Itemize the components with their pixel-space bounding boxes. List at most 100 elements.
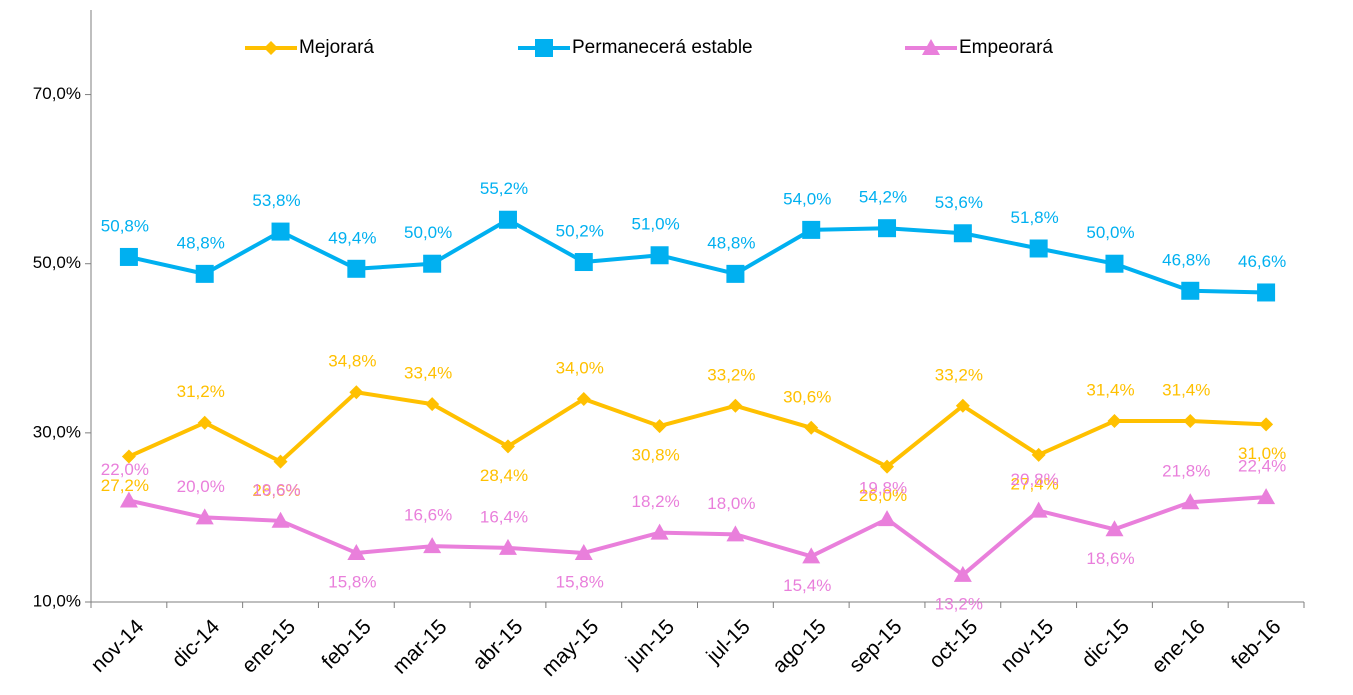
data-label: 49,4% [328, 228, 376, 247]
data-label: 28,4% [480, 466, 528, 485]
series-line [128, 495, 1267, 577]
data-label: 26,0% [859, 486, 907, 505]
marker [650, 246, 669, 265]
data-label: 31,0% [1238, 444, 1286, 463]
x-tick-label: ago-15 [768, 615, 831, 678]
y-tick-label: 30,0% [33, 422, 81, 441]
marker [1181, 281, 1200, 300]
x-tick-label: jul-15 [702, 615, 755, 668]
marker [425, 397, 440, 412]
data-label: 54,0% [783, 189, 831, 208]
x-tick-label: nov-15 [996, 615, 1058, 677]
marker [1029, 501, 1048, 518]
marker [804, 420, 819, 435]
marker [119, 247, 138, 266]
data-label: 51,0% [631, 215, 679, 234]
marker [726, 525, 745, 542]
marker [535, 39, 553, 57]
x-tick-label: feb-15 [317, 615, 375, 673]
data-label: 16,6% [404, 506, 452, 525]
marker [1105, 520, 1124, 537]
data-label: 50,2% [556, 222, 604, 241]
x-tick-label: abr-15 [468, 615, 527, 674]
x-tick-label: oct-15 [925, 615, 983, 673]
data-label: 27,4% [1011, 474, 1059, 493]
legend-label: Mejorará [299, 37, 374, 58]
data-label: 53,6% [935, 193, 983, 212]
x-tick-label: jun-15 [621, 615, 679, 673]
marker [195, 264, 214, 283]
data-label: 30,8% [631, 446, 679, 465]
marker [1029, 239, 1048, 258]
data-label: 50,0% [1086, 223, 1134, 242]
data-label: 18,2% [631, 492, 679, 511]
data-label: 13,2% [935, 594, 983, 613]
data-label: 27,2% [101, 476, 149, 495]
marker [271, 222, 290, 241]
x-tick-label: dic-14 [167, 615, 224, 672]
data-label: 34,0% [556, 359, 604, 378]
marker [273, 454, 288, 469]
data-label: 20,8% [1011, 470, 1059, 489]
data-label: 18,6% [1086, 549, 1134, 568]
marker [423, 254, 442, 273]
series-line [128, 217, 1267, 295]
x-tick-label: sep-15 [845, 615, 907, 677]
marker [574, 253, 593, 272]
marker [271, 511, 290, 528]
x-tick-label: may-15 [537, 615, 603, 681]
marker [197, 415, 212, 430]
data-label: 31,4% [1162, 381, 1210, 400]
data-label: 46,6% [1238, 252, 1286, 271]
x-tick-label: mar-15 [388, 615, 451, 678]
marker [726, 264, 745, 283]
marker [574, 543, 593, 560]
marker [955, 398, 970, 413]
data-label: 19,6% [252, 480, 300, 499]
data-label: 46,8% [1162, 250, 1210, 269]
marker [347, 259, 366, 278]
data-label: 19,8% [859, 479, 907, 498]
y-tick-label: 50,0% [33, 253, 81, 272]
data-label: 15,8% [556, 572, 604, 591]
marker [652, 419, 667, 434]
marker [878, 219, 897, 238]
marker [922, 39, 940, 55]
marker [1183, 414, 1198, 429]
data-label: 48,8% [707, 233, 755, 252]
data-label: 34,8% [328, 352, 376, 371]
marker [349, 385, 364, 400]
marker [195, 508, 214, 525]
data-label: 50,8% [101, 216, 149, 235]
x-tick-label: nov-14 [87, 615, 149, 677]
marker [1181, 493, 1200, 510]
marker [576, 392, 591, 407]
data-label: 33,2% [935, 365, 983, 384]
y-tick-label: 70,0% [33, 84, 81, 103]
x-tick-label: ene-16 [1147, 615, 1210, 678]
data-label: 31,4% [1086, 381, 1134, 400]
data-label: 22,0% [101, 460, 149, 479]
marker [1257, 283, 1276, 302]
data-label: 15,4% [783, 576, 831, 595]
data-label: 33,4% [404, 364, 452, 383]
marker [802, 547, 821, 564]
legend-label: Empeorará [959, 37, 1053, 58]
data-label: 50,0% [404, 223, 452, 242]
marker [1259, 417, 1274, 432]
marker [1107, 414, 1122, 429]
data-label: 18,0% [707, 494, 755, 513]
marker [802, 220, 821, 239]
data-label: 51,8% [1011, 208, 1059, 227]
marker [953, 565, 972, 582]
series [119, 488, 1276, 582]
marker [423, 537, 442, 554]
x-tick-label: ene-15 [237, 615, 300, 678]
data-label: 22,4% [1238, 457, 1286, 476]
series [121, 385, 1274, 474]
data-label: 48,8% [177, 233, 225, 252]
x-tick-label: dic-15 [1077, 615, 1134, 672]
marker [500, 439, 515, 454]
data-label: 16,4% [480, 507, 528, 526]
